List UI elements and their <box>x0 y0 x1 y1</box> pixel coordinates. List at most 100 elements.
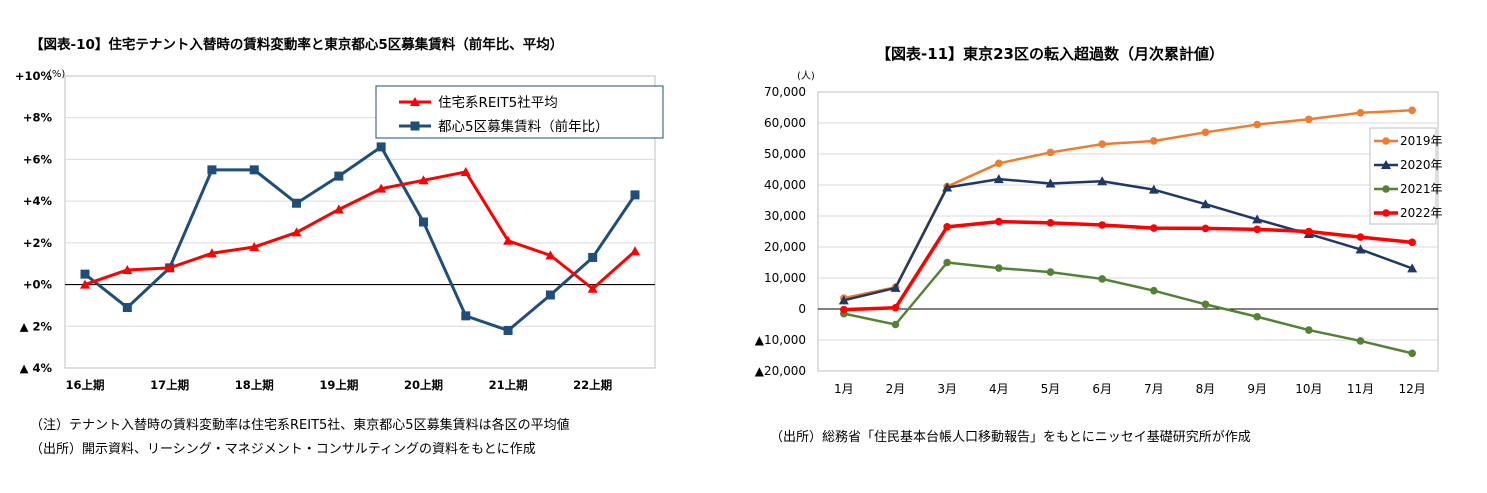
chart2-series-1-point <box>1200 199 1211 209</box>
chart1-x-tick-label: 19上期 <box>319 378 358 392</box>
chart2-series-1-point <box>942 182 953 192</box>
chart1-series-0-point <box>164 262 175 272</box>
chart1-series-1-point <box>418 217 428 227</box>
chart2-unit: (人) <box>797 70 815 82</box>
chart1-series-0-point <box>249 242 260 252</box>
chart1-x-tick-label: 20上期 <box>404 378 443 392</box>
chart1-series <box>80 142 640 335</box>
chart2-series-2 <box>840 258 1416 358</box>
chart1-series-0-line <box>84 170 636 291</box>
chart2-legend-label-0: 2019年 <box>1400 134 1443 148</box>
chart1-series-1-point <box>249 165 259 175</box>
chart2-legend-marker-2 <box>1382 185 1390 193</box>
chart2-y-tick-label: 10,000 <box>764 271 806 285</box>
chart1-unit: (%) <box>48 69 65 80</box>
chart2-series-0 <box>840 106 1416 302</box>
chart2-series-0-point <box>1098 140 1106 148</box>
chart1-series-0-point <box>630 246 640 256</box>
chart1-y-ticks: +10% +8% +6% +4% +2% +0% ▲ 2% ▲ 4% <box>15 69 53 375</box>
chart2-legend-label-1: 2020年 <box>1400 158 1443 172</box>
chart1-y-tick-label: +10% <box>15 69 53 83</box>
chart1-series-1-point <box>292 198 302 208</box>
chart2-series-3-point <box>1150 224 1158 232</box>
chart2-series-3-point <box>1305 227 1313 236</box>
chart2-y-tick-label: ▲20,000 <box>755 364 806 378</box>
chart1-series-1 <box>80 142 640 335</box>
chart1-x-tick-label: 16上期 <box>65 378 104 392</box>
chart2-series-1-line <box>843 177 1413 302</box>
chart2-y-tick-label: 40,000 <box>764 178 806 192</box>
chart1-legend-label-0: 住宅系REIT5社平均 <box>438 95 558 111</box>
chart1-series-0-point <box>291 227 302 237</box>
chart1-y-tick-label: ▲ 4% <box>20 361 53 375</box>
chart2-y-tick-label: 0 <box>798 302 806 316</box>
chart2-x-tick-label: 1月 <box>834 382 854 396</box>
chart2-series-0-point <box>1356 108 1365 117</box>
chart2-series-3-line <box>843 219 1413 312</box>
chart1-series-0-point <box>587 283 598 293</box>
chart2-series-1-point <box>890 282 901 292</box>
chart1-series-1-point <box>461 311 471 321</box>
chart2-legend-box <box>1369 127 1437 225</box>
chart2-series-3-point <box>1356 233 1365 241</box>
chart1-y-tick-label: +0% <box>23 278 53 292</box>
chart1-series-1-point <box>503 325 513 335</box>
chart1-x-tick-label: 21上期 <box>489 378 528 392</box>
chart2-series-3-point <box>891 303 900 312</box>
chart2-series-2-point <box>1046 268 1055 276</box>
chart2-series-1-point <box>838 295 849 305</box>
chart1-legend-label-1: 都心5区募集賃料（前年比） <box>438 118 609 135</box>
chart2-series-0-point <box>1305 115 1313 124</box>
chart2-legend-label-3: 2022年 <box>1400 206 1443 220</box>
chart2-series-2-line <box>843 261 1413 355</box>
chart2-x-tick-label: 10月 <box>1295 382 1322 396</box>
chart2-x-tick-label: 7月 <box>1144 382 1164 396</box>
chart2-series-1-point <box>1097 176 1108 186</box>
chart2-series-1-point <box>1355 244 1366 254</box>
chart2-legend: 2019年 2020年 2021年 2022年 <box>1369 127 1443 225</box>
chart1-series-0 <box>80 166 640 293</box>
chart1-series-1-point <box>545 290 555 300</box>
chart1-x-tick-label: 18上期 <box>235 378 274 392</box>
chart2-title: 【図表-11】東京23区の転入超過数（月次累計値） <box>876 45 1224 63</box>
chart2-plot-area <box>817 91 1439 372</box>
chart2-x-tick-label: 12月 <box>1399 382 1426 396</box>
chart2-x-tick-label: 2月 <box>886 382 906 396</box>
chart1-source: （出所）開示資料、リーシング・マネジメント・コンサルティングの資料をもとに作成 <box>30 442 536 457</box>
chart2-series-0-point <box>995 159 1003 168</box>
chart1-legend-box <box>375 85 664 139</box>
chart1-title: 【図表-10】住宅テナント入替時の賃料変動率と東京都心5区募集賃料（前年比、平均… <box>30 36 563 53</box>
chart1-legend-marker-1 <box>410 121 420 131</box>
chart2-y-tick-label: 60,000 <box>764 116 806 130</box>
chart2-series-0-point <box>1253 120 1261 129</box>
chart-tokyo-net-migration: 【図表-11】東京23区の転入超過数（月次累計値） (人) 70,000 60,0… <box>755 45 1443 445</box>
chart2-series-1 <box>838 174 1418 305</box>
chart2-y-ticks: 70,000 60,000 50,000 40,000 30,000 20,000 10,0… <box>755 85 806 378</box>
chart2-y-tick-label: ▲10,000 <box>755 333 806 347</box>
chart2-series-3-point <box>1408 238 1416 247</box>
chart1-y-tick-label: ▲ 2% <box>20 319 53 333</box>
chart1-x-ticks: 16上期 17上期 18上期 19上期 20上期 21上期 22上期 <box>65 378 612 392</box>
chart2-series-0-line <box>843 109 1413 300</box>
chart1-series-1-point <box>376 142 386 152</box>
chart1-series-0-point <box>333 204 344 214</box>
chart2-x-tick-label: 8月 <box>1196 382 1216 396</box>
chart1-series-1-point <box>334 171 344 181</box>
chart2-series <box>838 106 1418 358</box>
chart2-x-tick-label: 9月 <box>1247 382 1267 396</box>
chart2-series-2-point <box>943 258 951 267</box>
chart2-source: （出所）総務省「住民基本台帳人口移動報告」をもとにニッセイ基礎研究所が作成 <box>770 430 1251 445</box>
chart2-series-2-point <box>1408 349 1416 358</box>
chart2-series-1-point <box>1045 178 1056 188</box>
chart2-series-3-point <box>1098 221 1106 229</box>
chart2-series-0-point <box>1201 128 1210 137</box>
chart1-series-1-line <box>84 145 637 332</box>
chart1-y-tick-label: +4% <box>23 194 53 208</box>
chart2-series-2-point <box>1356 337 1365 345</box>
chart2-series-3-point <box>1253 225 1261 234</box>
chart2-series-1-point <box>1407 263 1418 273</box>
chart2-gridlines <box>818 122 1438 341</box>
chart1-series-0-point <box>545 250 556 260</box>
chart2-y-tick-label: 20,000 <box>764 240 806 254</box>
